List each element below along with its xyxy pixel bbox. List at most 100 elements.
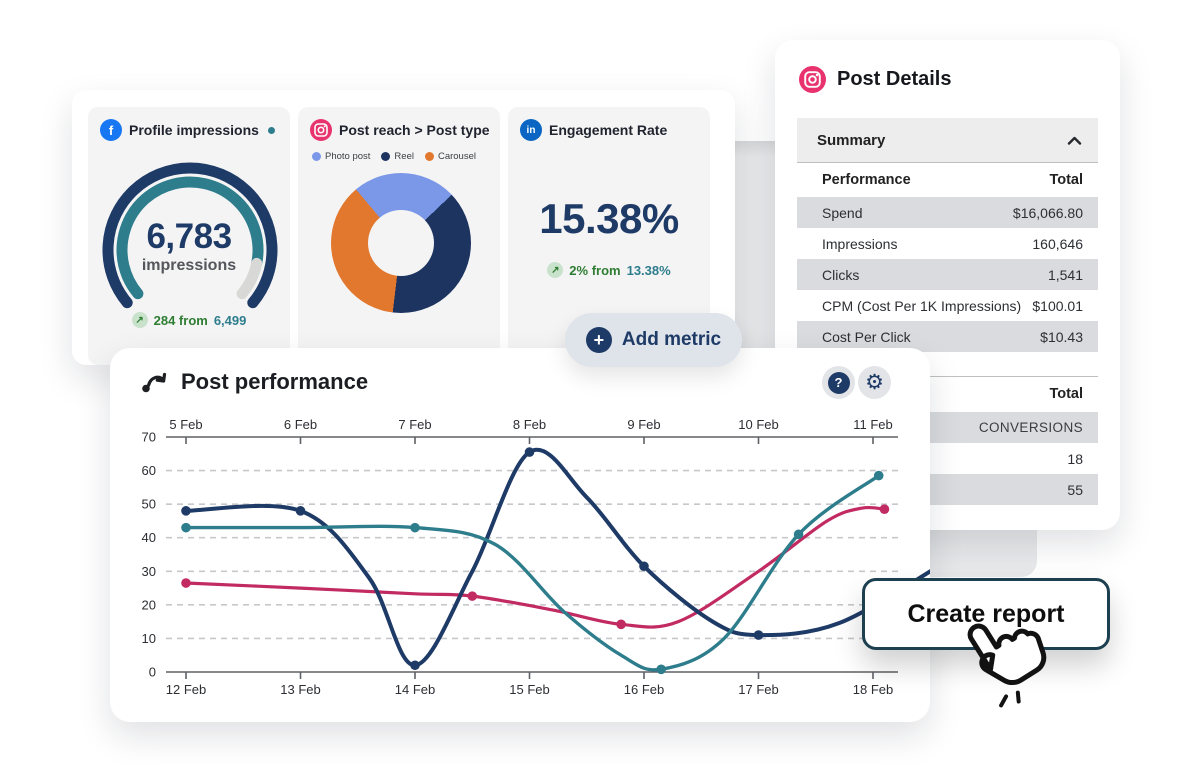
instagram-icon [799, 66, 826, 93]
summary-label: Summary [817, 131, 886, 149]
up-arrow-icon: ↗ [131, 312, 148, 328]
series-teal-marker [873, 470, 884, 481]
create-report-button[interactable]: Create report [862, 578, 1110, 650]
x-axis-bottom-label: 12 Feb [166, 682, 206, 697]
legend-dot-icon [312, 152, 321, 161]
metrics-card: f Profile impressions 6,783 impressions … [72, 90, 735, 365]
plus-icon: + [585, 327, 612, 353]
table-row: Clicks 1,541 [797, 259, 1098, 290]
series-navy-marker [295, 506, 306, 516]
help-button[interactable]: ? [822, 366, 855, 399]
x-axis-bottom-label: 17 Feb [738, 682, 778, 697]
question-mark-icon: ? [827, 371, 850, 394]
post-performance-chart: 5 Feb 6 Feb 7 Feb 8 Feb 9 Feb 10 Feb 11 Feb 12 … [142, 417, 930, 697]
facebook-icon: f [100, 119, 122, 141]
add-metric-label: Add metric [621, 329, 722, 350]
series-navy-marker [524, 447, 535, 457]
y-axis-tick-label: 20 [142, 597, 156, 612]
gauge-outer-arc [102, 162, 278, 309]
instagram-icon [310, 119, 332, 141]
gauge-rest-arc [236, 257, 263, 300]
table-cell-label: Cost Per Click [822, 328, 911, 345]
x-axis-bottom-label: 14 Feb [395, 682, 435, 697]
table-cell-value: CONVERSIONS [978, 420, 1083, 435]
series-teal-marker [410, 522, 420, 533]
post-performance-card: Post performance ? ⚙ 5 Feb 6 Feb 7 Feb 8 Fe… [110, 348, 930, 722]
widget-title: Post reach > Post type [339, 122, 490, 138]
series-teal-marker [656, 664, 666, 675]
y-axis-tick-label: 40 [142, 530, 156, 545]
y-axis-tick-label: 70 [142, 430, 156, 445]
x-axis-top-label: 11 Feb [853, 417, 893, 432]
y-axis-tick-label: 50 [142, 497, 156, 512]
x-axis-bottom-label: 13 Feb [280, 682, 320, 697]
change-text: 2% from [569, 262, 621, 278]
x-axis-top-label: 7 Feb [398, 417, 431, 432]
impressions-unit: impressions [141, 257, 237, 274]
impressions-value: 6,783 [146, 217, 232, 256]
legend-dot-icon [381, 152, 391, 161]
table-row: CPM (Cost Per 1K Impressions) $100.01 [797, 290, 1098, 321]
donut-hole [368, 210, 434, 276]
table-row: Spend $16,066.80 [797, 197, 1098, 228]
gauge-fill-arc [116, 176, 264, 300]
performance-table-header: Performance Total [797, 163, 1098, 197]
create-report-label: Create report [907, 599, 1065, 628]
linkedin-icon: in [520, 119, 542, 141]
summary-section-toggle[interactable]: Summary [797, 118, 1098, 162]
legend-dot-icon [424, 152, 434, 161]
series-navy-marker [181, 506, 191, 516]
add-metric-button[interactable]: + Add metric [565, 313, 742, 367]
y-axis-tick-label: 60 [142, 463, 156, 478]
series-pink-marker [467, 591, 478, 601]
series-teal-line [184, 473, 881, 672]
settings-button[interactable]: ⚙ [858, 366, 891, 399]
x-axis-top-label: 8 Feb [513, 417, 546, 432]
performance-table: Spend $16,066.80 Impressions 160,646 Clicks 1… [797, 197, 1098, 352]
post-details-title: Post Details [837, 68, 952, 90]
series-teal-marker [793, 529, 804, 540]
chart-header: Post performance [140, 368, 368, 396]
performance-column-header: Performance [822, 172, 911, 188]
donut-legend: Photo post Reel Carousel [312, 151, 476, 162]
up-arrow-icon: ↗ [547, 262, 564, 278]
x-axis-top-label: 10 Feb [738, 417, 778, 432]
table-cell-value: 18 [1067, 450, 1083, 467]
series-pink-line [184, 505, 886, 629]
x-axis-top-label: 9 Feb [627, 417, 660, 432]
table-cell-value: $100.01 [1032, 297, 1083, 314]
series-teal-marker [181, 522, 191, 533]
widget-title: Engagement Rate [549, 122, 668, 138]
table-cell-label: Impressions [822, 235, 898, 252]
y-axis-tick-label: 0 [149, 665, 156, 680]
engagement-change: ↗ 2% from 13.38% [508, 262, 710, 278]
series-pink-marker [181, 578, 191, 588]
series-pink-marker [616, 619, 626, 630]
chevron-up-icon[interactable] [1067, 136, 1082, 145]
status-dot-icon [267, 126, 275, 134]
total-column-header: Total [1049, 386, 1083, 402]
y-axis-tick-label: 10 [142, 631, 156, 646]
legend-item: Photo post [312, 151, 370, 162]
legend-item: Reel [381, 151, 414, 162]
divider [797, 376, 1098, 377]
table-row: Impressions 160,646 [797, 228, 1098, 259]
legend-label: Photo post [325, 151, 371, 162]
baseline-value: 6,499 [213, 312, 247, 328]
y-axis-tick-label: 30 [142, 564, 156, 579]
widget-header: f Profile impressions [100, 119, 282, 141]
impressions-gauge [102, 162, 278, 309]
table-cell-value: $16,066.80 [1012, 204, 1083, 221]
profile-impressions-widget: f Profile impressions 6,783 impressions … [88, 107, 290, 365]
chart-title: Post performance [181, 369, 369, 394]
table-cell-value: 1,541 [1047, 266, 1083, 283]
baseline-value: 13.38% [626, 262, 671, 278]
legend-label: Reel [394, 151, 414, 162]
series-pink-marker [879, 504, 890, 514]
change-text: 284 from [153, 312, 208, 328]
post-details-header: Post Details [799, 66, 951, 93]
table-row: Cost Per Click $10.43 [797, 321, 1098, 352]
series-navy-line [184, 447, 930, 668]
x-axis-top-label: 5 Feb [169, 417, 202, 432]
